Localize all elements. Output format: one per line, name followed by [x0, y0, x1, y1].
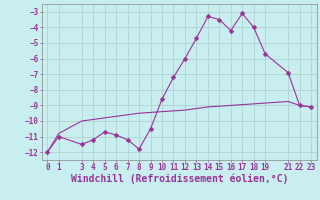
X-axis label: Windchill (Refroidissement éolien,°C): Windchill (Refroidissement éolien,°C) — [70, 173, 288, 184]
